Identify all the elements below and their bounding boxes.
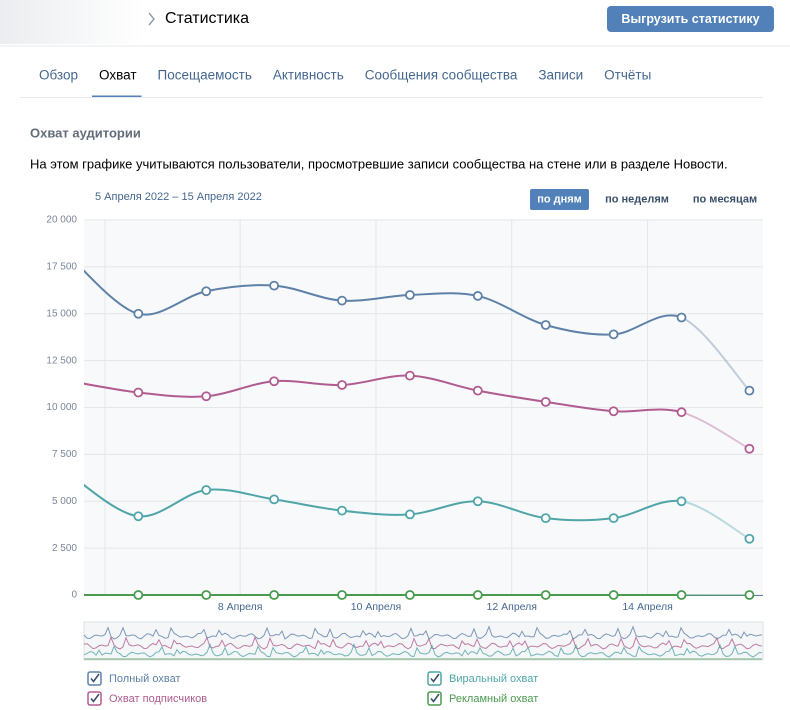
- data-point[interactable]: [133, 387, 144, 398]
- data-point[interactable]: [405, 509, 415, 520]
- tab[interactable]: Записи: [538, 68, 583, 83]
- x-tick-label: 14 Апреля: [622, 601, 672, 613]
- data-point[interactable]: [269, 280, 280, 291]
- navigator-line: [83, 635, 763, 650]
- data-point[interactable]: [472, 590, 483, 600]
- data-point[interactable]: [405, 590, 415, 600]
- legend: Полный охват Охват подписчиков Виральный о…: [87, 671, 538, 706]
- data-point[interactable]: [472, 496, 483, 507]
- y-tick-label: 7 500: [52, 449, 77, 460]
- data-point[interactable]: [269, 376, 280, 387]
- data-point[interactable]: [201, 286, 212, 297]
- legend-checkbox[interactable]: [87, 671, 102, 686]
- period-switch: по дням по неделям по месяцам: [530, 189, 757, 210]
- data-point[interactable]: [472, 385, 483, 396]
- data-point[interactable]: [608, 406, 619, 417]
- page-title: Статистика: [165, 10, 249, 27]
- navigator-line: [83, 642, 762, 658]
- data-point[interactable]: [540, 513, 551, 524]
- navigator-background: [83, 621, 764, 661]
- tab[interactable]: Активность: [273, 68, 344, 83]
- export-button-label[interactable]: Выгрузить статистику: [621, 12, 759, 26]
- y-tick-label: 0: [71, 590, 77, 601]
- data-point[interactable]: [608, 590, 619, 600]
- tab[interactable]: Охват: [99, 68, 137, 83]
- tab-active-underline: [92, 95, 142, 98]
- y-tick-label: 17 500: [46, 262, 77, 273]
- data-point[interactable]: [201, 485, 212, 495]
- legend-label[interactable]: Рекламный охват: [449, 693, 538, 705]
- data-point[interactable]: [608, 329, 619, 340]
- data-point[interactable]: [744, 443, 755, 454]
- data-point[interactable]: [337, 590, 347, 600]
- navigator-line: [83, 625, 763, 640]
- section-description: На этом графике учитываются пользователи…: [30, 156, 728, 171]
- data-point[interactable]: [337, 505, 347, 516]
- x-tick-label: 12 Апреля: [487, 601, 537, 613]
- navigator[interactable]: [83, 621, 764, 661]
- data-point[interactable]: [540, 320, 551, 330]
- y-tick-label: 2 500: [52, 543, 77, 554]
- y-tick-label: 12 500: [46, 355, 77, 366]
- data-point[interactable]: [405, 290, 415, 300]
- legend-checkbox[interactable]: [87, 691, 102, 706]
- data-point[interactable]: [133, 590, 144, 600]
- y-tick-label: 15 000: [46, 308, 77, 319]
- tab[interactable]: Посещаемость: [158, 68, 252, 83]
- data-point[interactable]: [540, 396, 551, 407]
- data-point[interactable]: [133, 308, 144, 319]
- tab[interactable]: Обзор: [39, 68, 78, 83]
- tab[interactable]: Сообщения сообщества: [365, 68, 518, 83]
- data-point[interactable]: [676, 590, 687, 600]
- legend-label[interactable]: Полный охват: [109, 673, 181, 685]
- data-point[interactable]: [676, 312, 687, 323]
- data-point[interactable]: [744, 533, 755, 544]
- date-range[interactable]: 5 Апреля 2022 – 15 Апреля 2022: [95, 191, 262, 203]
- data-point[interactable]: [133, 511, 144, 522]
- data-point[interactable]: [337, 380, 347, 390]
- data-point[interactable]: [744, 590, 755, 600]
- x-tick-label: 10 Апреля: [351, 601, 401, 613]
- data-point[interactable]: [201, 391, 212, 402]
- legend-check[interactable]: [430, 693, 440, 703]
- blurred-community-name: [0, 0, 145, 44]
- data-point[interactable]: [201, 590, 212, 600]
- data-point[interactable]: [405, 370, 415, 381]
- legend-check[interactable]: [90, 693, 100, 703]
- legend-check[interactable]: [90, 673, 100, 683]
- y-tick-label: 20 000: [46, 215, 77, 226]
- section-title: Охват аудитории: [30, 125, 141, 140]
- data-point[interactable]: [676, 496, 687, 507]
- export-button[interactable]: [607, 6, 774, 32]
- period-button[interactable]: по дням: [537, 193, 582, 205]
- data-point[interactable]: [744, 385, 755, 396]
- legend-label[interactable]: Виральный охват: [449, 673, 538, 685]
- legend-checkbox[interactable]: [427, 691, 442, 706]
- data-point[interactable]: [269, 494, 280, 505]
- period-button[interactable]: по неделям: [605, 193, 669, 205]
- tabs: Обзор Охват Посещаемость Активность Сообщени…: [39, 68, 651, 98]
- data-point[interactable]: [337, 295, 347, 306]
- y-tick-label: 10 000: [46, 402, 77, 413]
- x-tick-label: 8 Апреля: [218, 601, 263, 613]
- legend-label[interactable]: Охват подписчиков: [109, 693, 207, 705]
- period-button-active[interactable]: [530, 189, 589, 210]
- data-point[interactable]: [676, 407, 687, 418]
- data-point[interactable]: [540, 590, 551, 600]
- data-point[interactable]: [269, 590, 280, 600]
- data-point[interactable]: [608, 513, 619, 524]
- tab[interactable]: Отчёты: [604, 68, 651, 83]
- period-button[interactable]: по месяцам: [693, 193, 757, 205]
- legend-checkbox[interactable]: [427, 671, 442, 686]
- data-point[interactable]: [472, 291, 483, 301]
- y-tick-label: 5 000: [52, 496, 77, 507]
- breadcrumb-chevron: [148, 12, 155, 26]
- legend-check[interactable]: [430, 673, 440, 683]
- chart: 0 2 500 5 000 7 500 10 000 12 500 15 000 17 500…: [46, 215, 763, 613]
